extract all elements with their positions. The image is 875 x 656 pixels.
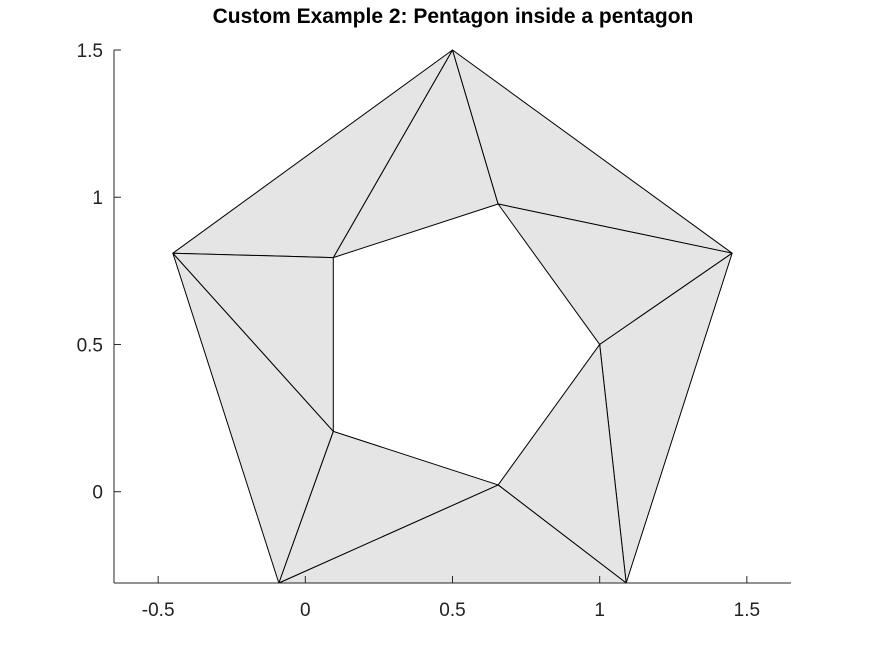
axes: -0.5 0 0.5 1 1.5 0 0.5 1 1.5 xyxy=(77,41,791,621)
x-tick-label: 1.5 xyxy=(734,600,760,621)
triangle-2 xyxy=(452,49,733,254)
y-tick-label: 0.5 xyxy=(77,335,103,356)
triangle-9 xyxy=(172,252,334,432)
triangle-mesh xyxy=(172,49,733,584)
y-tick-label: 1 xyxy=(92,188,103,209)
x-tick-label: 0.5 xyxy=(439,600,465,621)
x-tick-label: 1 xyxy=(594,600,605,621)
y-tick-label: 1.5 xyxy=(77,41,103,62)
x-tick-label: 0 xyxy=(300,600,311,621)
x-tick-label: -0.5 xyxy=(142,600,175,621)
chart-title: Custom Example 2: Pentagon inside a pent… xyxy=(213,5,694,28)
y-tick-label: 0 xyxy=(92,483,103,504)
